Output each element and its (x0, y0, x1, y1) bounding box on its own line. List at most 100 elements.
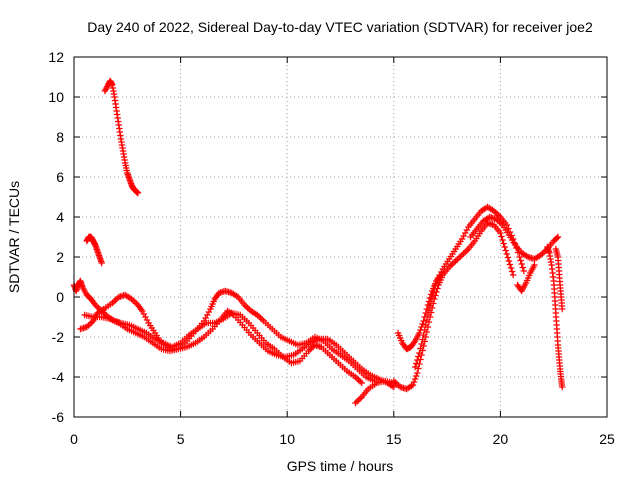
data-point (457, 253, 464, 260)
data-point (355, 376, 362, 384)
data-point (352, 399, 359, 407)
data-point (447, 262, 455, 269)
data-point (358, 379, 366, 387)
series-arc-1 (101, 77, 142, 197)
series-arc-11 (544, 243, 566, 391)
data-point (205, 308, 213, 316)
data-point (507, 264, 515, 272)
data-point (502, 247, 509, 254)
data-point (411, 375, 419, 383)
data-point (531, 261, 538, 269)
data-point (423, 316, 431, 324)
data-point (520, 267, 528, 275)
data-point (131, 298, 138, 306)
data-point (410, 339, 418, 346)
data-point (353, 375, 361, 382)
data-point (430, 289, 437, 297)
data-point (414, 369, 421, 377)
chart-title: Day 240 of 2022, Sidereal Day-to-day VTE… (87, 19, 593, 35)
x-tick-label: 10 (279, 431, 295, 447)
data-point (409, 381, 417, 389)
data-point (508, 268, 516, 275)
data-point (463, 247, 471, 254)
data-point (410, 378, 418, 386)
series-arc-13 (514, 261, 538, 295)
data-point (244, 304, 251, 312)
data-point (420, 317, 427, 325)
data-point (142, 313, 149, 321)
data-point (499, 236, 506, 244)
data-point (419, 320, 426, 328)
data-point (134, 189, 142, 197)
data-point (519, 264, 526, 271)
data-point (258, 316, 266, 323)
y-axis: -6 -4 -2 0 2 4 6 8 10 12 (48, 49, 607, 425)
y-tick-label: 4 (56, 209, 64, 225)
data-point (506, 261, 514, 268)
data-point (458, 251, 466, 259)
x-tick-label: 15 (386, 431, 402, 447)
data-point (503, 250, 510, 258)
data-point (420, 331, 427, 339)
data-point (432, 281, 439, 289)
series-arc-10 (467, 213, 562, 263)
data-point (517, 257, 524, 264)
y-tick-label: -6 (52, 409, 65, 425)
x-tick-label: 20 (493, 431, 509, 447)
data-point (554, 233, 562, 241)
y-tick-label: 12 (48, 49, 64, 65)
data-point (242, 303, 250, 310)
data-point (412, 360, 420, 367)
data-point (501, 243, 508, 251)
data-point (518, 260, 525, 268)
data-point (83, 323, 90, 331)
y-tick-label: 2 (56, 249, 64, 265)
data-point (553, 234, 561, 242)
y-tick-label: 6 (56, 169, 64, 185)
data-point (422, 321, 429, 329)
data-point (417, 345, 424, 352)
data-point (414, 356, 421, 364)
series-arc-12 (552, 245, 566, 313)
data-point (431, 285, 438, 293)
x-tick-label: 0 (70, 431, 78, 447)
x-tick-label: 5 (177, 431, 185, 447)
data-point (460, 250, 467, 257)
data-point (462, 229, 469, 237)
data-point (504, 254, 512, 261)
series-arc-8 (390, 219, 517, 393)
data-point (425, 307, 433, 314)
data-point (257, 314, 264, 322)
data-point (357, 378, 364, 385)
data-point (110, 298, 118, 305)
data-point (509, 271, 517, 279)
data-point (412, 372, 420, 380)
data-point (455, 254, 463, 262)
y-tick-label: 10 (48, 89, 64, 105)
data-point (500, 240, 507, 247)
x-axis-label: GPS time / hours (287, 458, 394, 474)
data-point (418, 323, 425, 331)
data-point (137, 306, 145, 313)
data-point (355, 396, 362, 404)
data-point (438, 268, 445, 276)
y-tick-label: 0 (56, 289, 64, 305)
data-point (415, 353, 422, 360)
data-point (353, 398, 361, 405)
x-axis: 0 5 10 15 20 25 (70, 57, 615, 447)
data-point (204, 311, 211, 319)
data-point (505, 257, 513, 265)
data-point (559, 383, 566, 391)
y-tick-label: -4 (52, 369, 65, 385)
data-point (428, 293, 436, 301)
data-point (98, 259, 105, 267)
data-point (426, 302, 434, 310)
data-point (460, 232, 467, 240)
data-point (516, 253, 523, 261)
data-point (415, 365, 422, 372)
series-arc-5 (81, 307, 397, 391)
data-point (498, 233, 505, 240)
series-arc-6 (352, 377, 397, 407)
plot-frame (73, 56, 608, 418)
data-point (306, 346, 314, 353)
